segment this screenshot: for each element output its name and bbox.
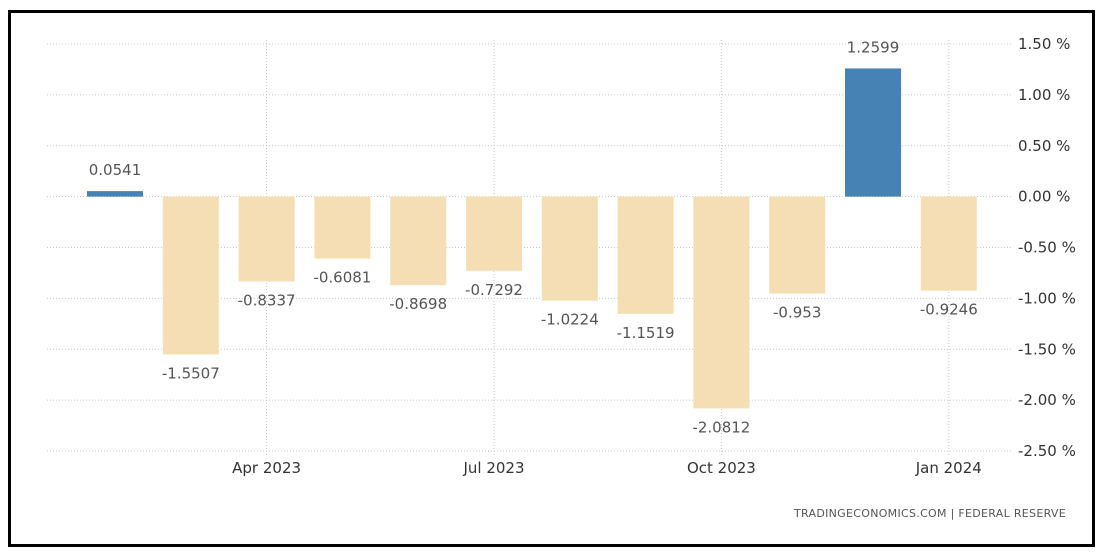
x-tick-label: Jan 2024 bbox=[915, 459, 982, 477]
bar[interactable] bbox=[466, 196, 522, 271]
y-tick-label: -1.00 % bbox=[1018, 289, 1076, 307]
x-tick-label: Oct 2023 bbox=[687, 459, 756, 477]
y-tick-label: 1.00 % bbox=[1018, 86, 1070, 104]
bar[interactable] bbox=[617, 196, 674, 314]
y-tick-label: 1.50 % bbox=[1018, 35, 1070, 53]
bar[interactable] bbox=[769, 196, 826, 294]
data-label: -1.1519 bbox=[617, 324, 675, 342]
data-label: -1.5507 bbox=[162, 364, 220, 382]
x-tick-label: Apr 2023 bbox=[232, 459, 301, 477]
data-label: -0.953 bbox=[773, 304, 821, 322]
data-label: -1.0224 bbox=[541, 311, 599, 329]
data-label: -0.8698 bbox=[389, 295, 447, 313]
data-label: -0.7292 bbox=[465, 281, 523, 299]
data-label: -0.9246 bbox=[920, 301, 978, 319]
bar[interactable] bbox=[162, 196, 219, 355]
source-attribution: TRADINGECONOMICS.COM | FEDERAL RESERVE bbox=[794, 507, 1066, 520]
data-label: -2.0812 bbox=[692, 418, 750, 436]
bar[interactable] bbox=[693, 196, 750, 409]
bar[interactable] bbox=[238, 196, 295, 282]
y-tick-label: 0.00 % bbox=[1018, 188, 1070, 206]
x-tick-label: Jul 2023 bbox=[462, 459, 524, 477]
y-tick-label: -0.50 % bbox=[1018, 239, 1076, 257]
bar[interactable] bbox=[845, 68, 901, 197]
bar[interactable] bbox=[390, 196, 447, 286]
y-tick-label: 0.50 % bbox=[1018, 137, 1070, 155]
y-tick-label: -2.50 % bbox=[1018, 442, 1076, 460]
bar[interactable] bbox=[87, 191, 143, 197]
data-label: 1.2599 bbox=[847, 38, 900, 56]
y-tick-label: -2.00 % bbox=[1018, 391, 1076, 409]
bar[interactable] bbox=[314, 196, 371, 259]
data-label: -0.8337 bbox=[238, 291, 296, 309]
data-label: 0.0541 bbox=[89, 161, 142, 179]
bar[interactable] bbox=[920, 196, 977, 291]
bar[interactable] bbox=[541, 196, 598, 301]
y-tick-label: -1.50 % bbox=[1018, 340, 1076, 358]
data-label: -0.6081 bbox=[313, 268, 371, 286]
